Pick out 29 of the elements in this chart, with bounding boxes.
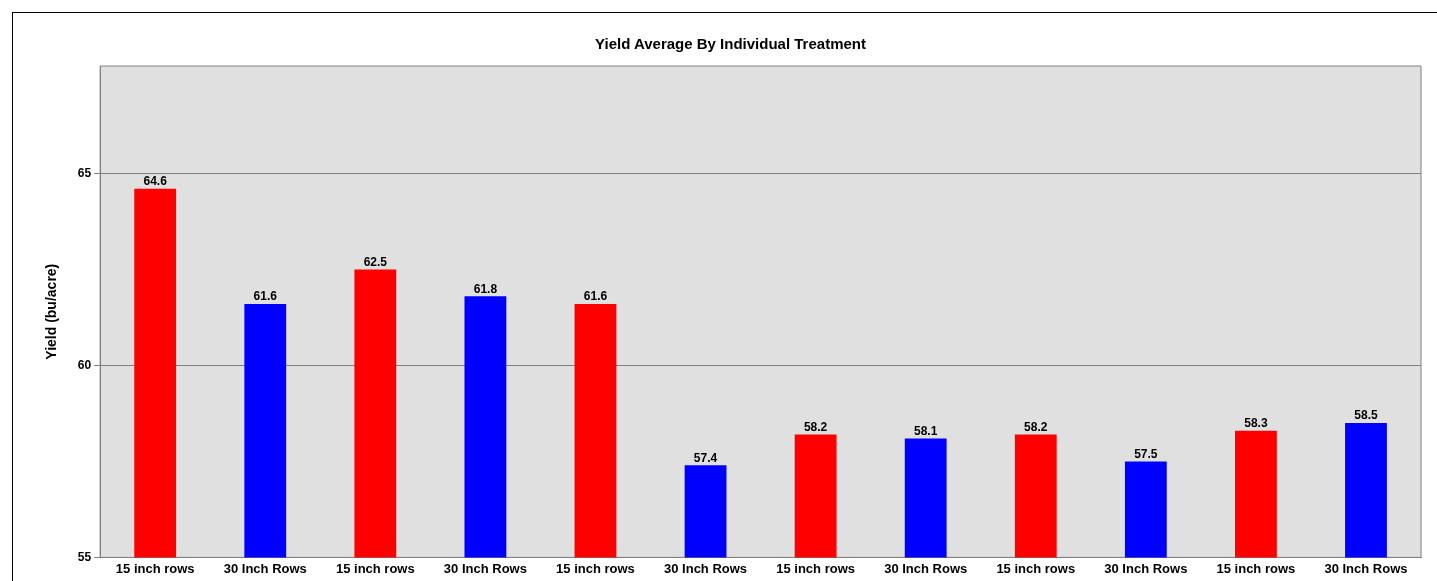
x-tick-label: 15 inch rows — [776, 560, 855, 576]
data-label: 58.5 — [1354, 408, 1378, 423]
data-label: 62.5 — [363, 254, 388, 269]
y-tick-label: 60 — [77, 357, 92, 372]
data-label: 57.4 — [693, 450, 718, 465]
data-label: 58.1 — [914, 423, 938, 438]
x-tick-label: 15 inch rows — [115, 560, 195, 576]
data-label: 61.6 — [253, 289, 278, 304]
x-tick-label: 30 Inch Rows — [223, 560, 307, 576]
x-tick-label: 30 Inch Rows — [884, 560, 968, 576]
x-tick-label: 30 Inch Rows — [1104, 560, 1188, 576]
data-label: 61.8 — [473, 281, 498, 296]
data-label: 58.2 — [803, 419, 828, 434]
data-label: 57.5 — [1134, 446, 1158, 461]
x-tick-label: 30 Inch Rows — [1324, 560, 1408, 576]
x-tick-label: 30 Inch Rows — [443, 560, 527, 576]
y-tick-label: 65 — [77, 165, 92, 180]
data-label: 58.2 — [1024, 419, 1048, 434]
data-label: 64.6 — [143, 174, 168, 189]
y-axis-title: Yield (bu/acre) — [43, 263, 60, 360]
x-tick-label: 15 inch rows — [335, 560, 415, 576]
y-tick-label: 55 — [77, 549, 92, 564]
x-tick-label: 15 inch rows — [556, 560, 635, 576]
data-label: 61.6 — [583, 289, 608, 304]
x-tick-label: 15 inch rows — [1216, 560, 1296, 576]
x-tick-label: 15 inch rows — [996, 560, 1076, 576]
data-label: 58.3 — [1244, 416, 1268, 431]
x-tick-label: 30 Inch Rows — [664, 560, 748, 576]
chart-title: Yield Average By Individual Treatment — [595, 35, 866, 53]
